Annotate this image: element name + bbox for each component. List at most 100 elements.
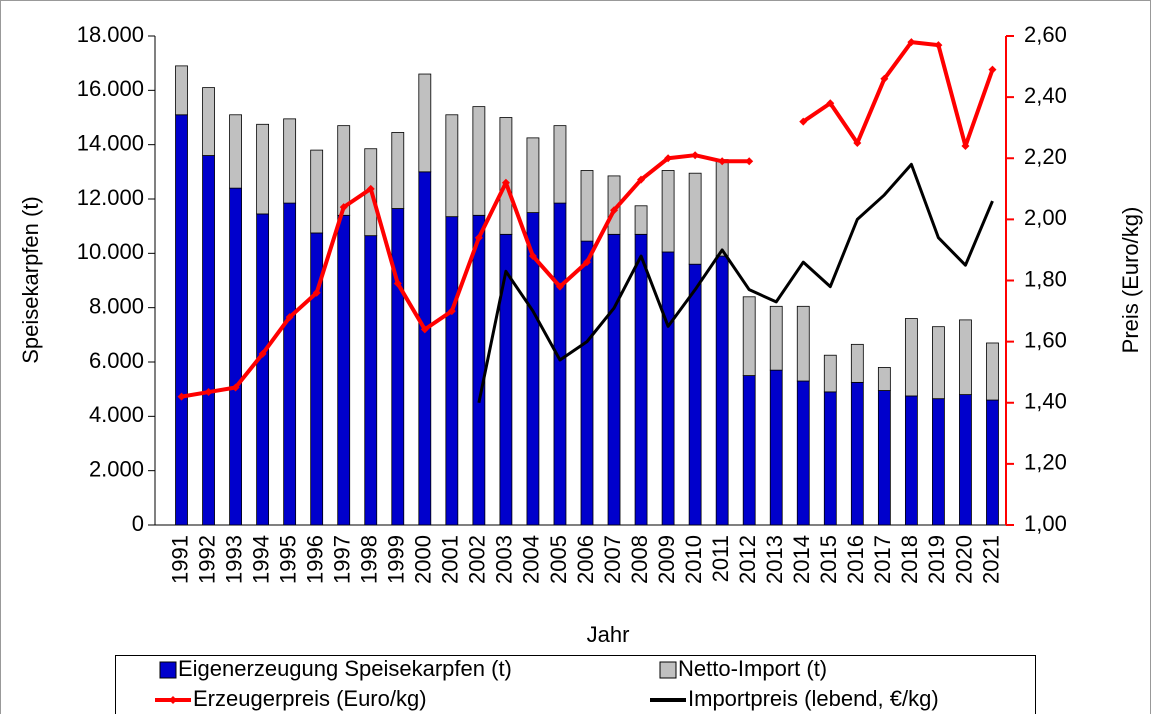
line-marker (231, 383, 240, 392)
x-tick-label: 1993 (221, 535, 246, 584)
bar (742, 296, 756, 376)
bar (607, 233, 621, 526)
y2-tick-label: 2,60 (1024, 22, 1067, 47)
y2-tick-label: 2,40 (1024, 83, 1067, 108)
y-tick-label: 2.000 (89, 456, 144, 481)
line-marker (312, 288, 321, 297)
x-tick-label: 1992 (194, 535, 219, 584)
bar (634, 233, 648, 526)
y-tick-label: 14.000 (77, 130, 144, 155)
line-marker (528, 252, 537, 261)
line-marker (258, 349, 267, 358)
x-tick-label: 1991 (167, 535, 192, 584)
x-tick-label: 1997 (330, 535, 355, 584)
bar (904, 318, 918, 397)
bar (850, 343, 864, 383)
bar (661, 170, 675, 253)
line-marker (664, 154, 673, 163)
bar (364, 235, 378, 526)
bar (202, 87, 215, 156)
bar (688, 263, 702, 526)
legend-label: Erzeugerpreis (Euro/kg) (193, 686, 427, 711)
line-marker (610, 206, 619, 215)
line-marker (880, 74, 889, 83)
bar (418, 73, 432, 173)
y2-tick-label: 1,60 (1024, 327, 1067, 352)
line-marker (745, 157, 754, 166)
line-marker (285, 313, 294, 322)
bar (553, 125, 567, 204)
line-marker (799, 117, 808, 126)
y2-tick-label: 2,00 (1024, 205, 1067, 230)
bar (850, 381, 864, 526)
x-tick-label: 2014 (789, 535, 814, 584)
x-tick-label: 1996 (302, 535, 327, 584)
x-tick-label: 2019 (924, 535, 949, 584)
y2-tick-label: 1,80 (1024, 266, 1067, 291)
bar (769, 305, 783, 371)
x-tick-label: 2001 (438, 535, 463, 584)
legend-label: Netto-Import (t) (678, 656, 827, 681)
x-tick-label: 2018 (897, 535, 922, 584)
bar (877, 367, 891, 391)
line-marker (826, 99, 835, 108)
line-marker (718, 157, 727, 166)
line-marker (447, 307, 456, 316)
bar (932, 326, 945, 400)
x-tick-label: 2017 (870, 535, 895, 584)
bar (175, 65, 188, 116)
bar (418, 171, 432, 526)
line-marker (583, 258, 591, 267)
bar (229, 187, 242, 526)
y-axis-title: Speisekarpfen (t) (18, 196, 43, 364)
bar (472, 214, 486, 526)
line-marker (366, 184, 375, 193)
line-marker (637, 175, 646, 184)
y-tick-label: 18.000 (77, 22, 144, 47)
x-tick-label: 2010 (681, 535, 706, 584)
bar (202, 155, 215, 526)
y-tick-label: 16.000 (77, 76, 144, 101)
bar (823, 391, 837, 526)
bar (796, 305, 810, 382)
line-marker (474, 233, 483, 242)
bar (661, 251, 675, 526)
bar (769, 369, 783, 526)
bar (337, 214, 351, 526)
legend-box (115, 655, 1036, 714)
bar (283, 118, 297, 204)
x-tick-label: 2012 (735, 535, 760, 584)
legend-marker (169, 696, 177, 704)
line-marker (934, 41, 943, 50)
line (477, 162, 994, 404)
bar (256, 213, 270, 526)
x-tick-label: 2008 (627, 535, 652, 584)
y2-axis-title: Preis (Euro/kg) (1118, 207, 1143, 354)
x-tick-label: 2009 (654, 535, 679, 584)
bar (283, 202, 297, 526)
x-tick-label: 2005 (546, 535, 571, 584)
bar (932, 398, 945, 526)
x-tick-label: 1999 (384, 535, 409, 584)
line-marker (988, 65, 997, 74)
x-tick-label: 2003 (492, 535, 517, 584)
line-marker (204, 388, 213, 397)
bar (472, 106, 486, 216)
y-tick-label: 4.000 (89, 402, 144, 427)
bar (877, 390, 891, 526)
bar (445, 216, 459, 526)
bar (526, 137, 540, 213)
x-tick-label: 1994 (248, 535, 273, 584)
bar (823, 354, 837, 393)
x-tick-label: 2000 (411, 535, 436, 584)
x-tick-label: 2015 (816, 535, 841, 584)
line-marker (555, 282, 564, 291)
x-tick-label: 2013 (762, 535, 787, 584)
bar (634, 205, 648, 235)
y2-tick-label: 1,20 (1024, 450, 1067, 475)
y2-tick-label: 2,20 (1024, 144, 1067, 169)
legend-label: Importpreis (lebend, €/kg) (688, 686, 939, 711)
x-tick-label: 1998 (357, 535, 382, 584)
y-tick-label: 12.000 (77, 185, 144, 210)
